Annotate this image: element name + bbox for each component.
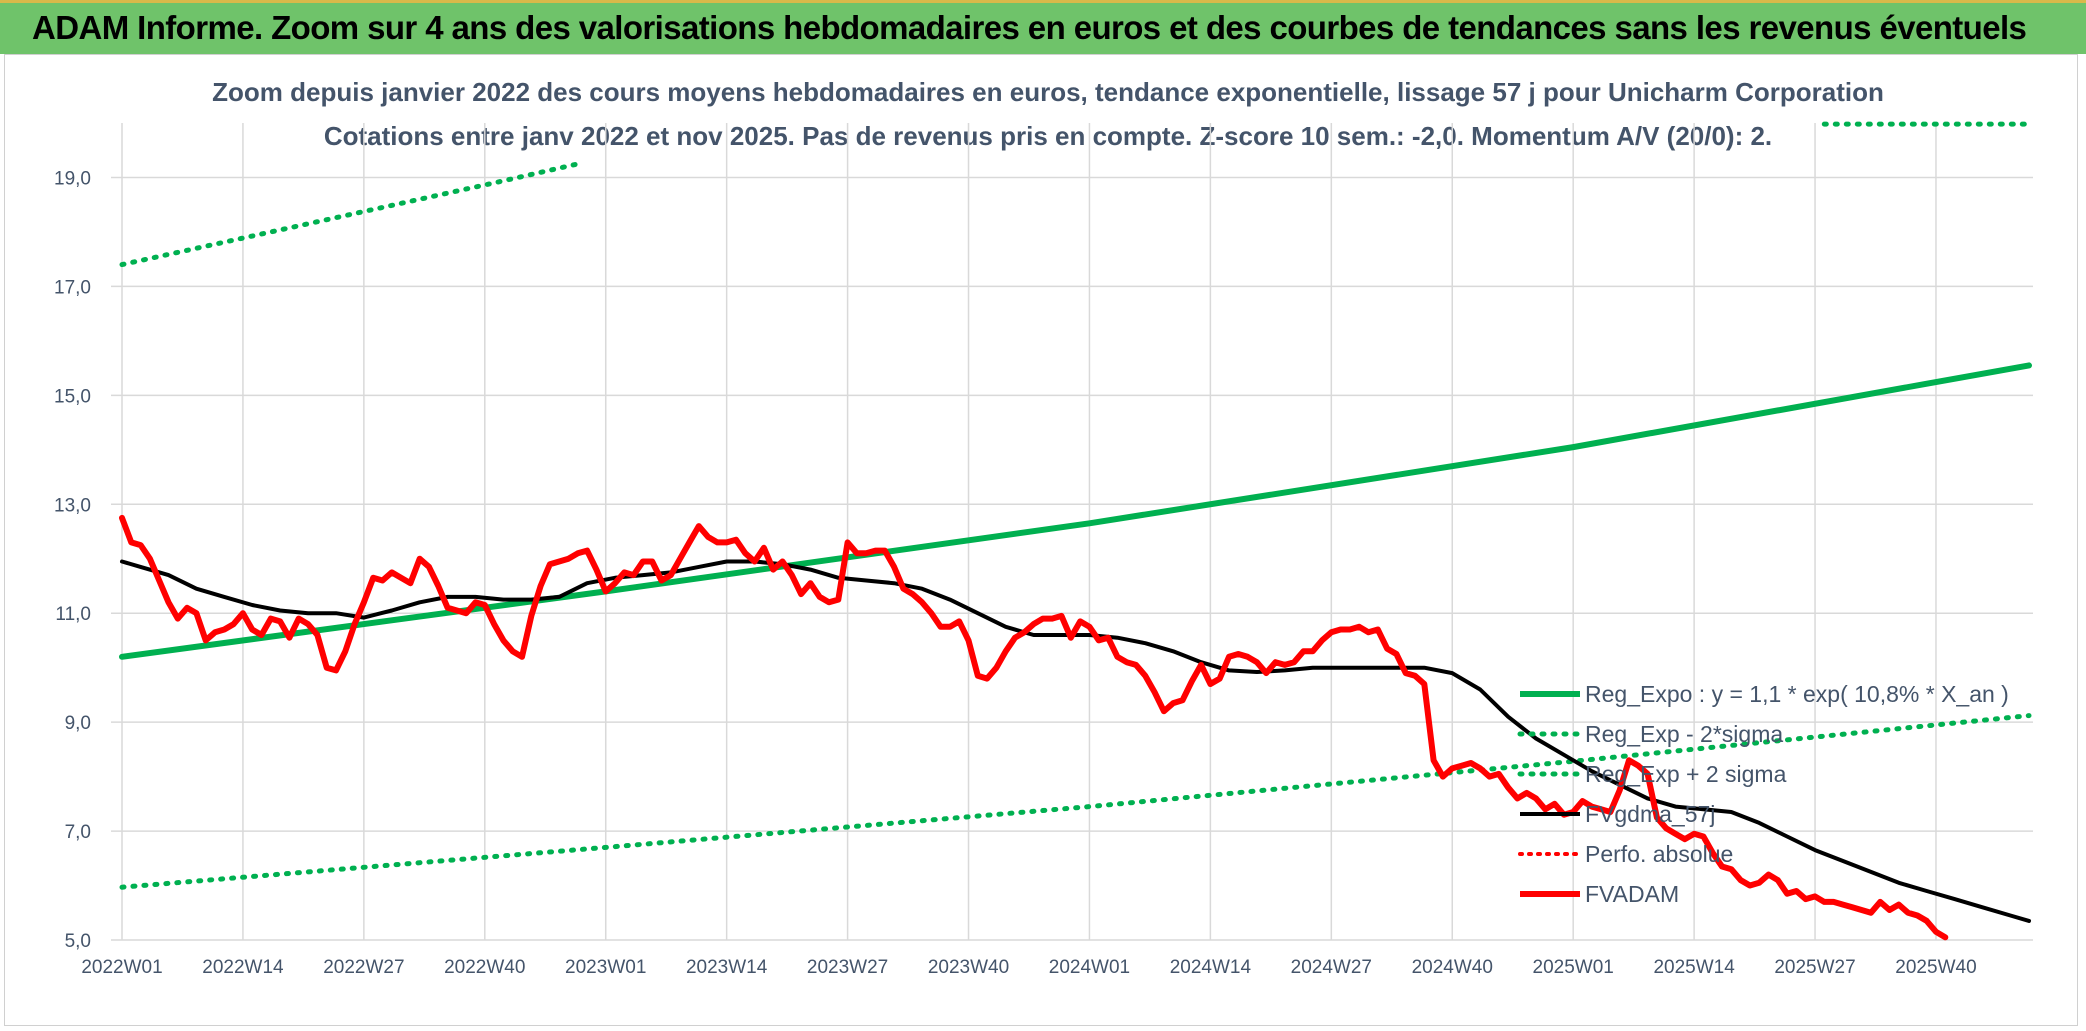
x-tick-label: 2023W14: [686, 957, 768, 978]
x-tick-label: 2025W14: [1653, 957, 1735, 978]
chart-subtitle: Cotations entre janv 2022 et nov 2025. P…: [324, 121, 1772, 151]
y-tick-label: 15,0: [54, 386, 91, 407]
legend: Reg_Expo : y = 1,1 * exp( 10,8% * X_an )…: [1517, 681, 2009, 907]
legend-label: Reg_Expo : y = 1,1 * exp( 10,8% * X_an ): [1585, 681, 2009, 707]
axis-labels: 5,0 7,0 9,0 11,0 13,0 15,0 17,0 19,0 2022W01 2022…: [54, 168, 1977, 978]
y-tick-label: 9,0: [65, 713, 91, 734]
legend-label: FVgdma_57j: [1585, 801, 1715, 827]
chart-area: Zoom depuis janvier 2022 des cours moyen…: [4, 54, 2078, 1026]
x-tick-label: 2024W14: [1170, 957, 1252, 978]
x-tick-label: 2024W40: [1412, 957, 1493, 978]
grid: [111, 123, 2033, 941]
x-tick-label: 2022W40: [444, 957, 525, 978]
y-tick-label: 13,0: [54, 495, 91, 516]
series-layer: [119, 121, 2032, 941]
x-tick-label: 2022W14: [202, 957, 284, 978]
x-tick-label: 2024W01: [1049, 957, 1130, 978]
x-tick-label: 2023W40: [928, 957, 1009, 978]
x-tick-label: 2023W01: [565, 957, 646, 978]
y-tick-label: 19,0: [54, 168, 91, 189]
x-tick-label: 2022W27: [323, 957, 404, 978]
x-tick-label: 2025W01: [1533, 957, 1614, 978]
chart-svg: Zoom depuis janvier 2022 des cours moyen…: [54, 77, 2033, 978]
legend-label: Reg_Exp + 2 sigma: [1585, 761, 1787, 787]
page-title: ADAM Informe. Zoom sur 4 ans des valoris…: [32, 9, 2027, 46]
header-banner: ADAM Informe. Zoom sur 4 ans des valoris…: [0, 0, 2086, 54]
x-tick-label: 2025W40: [1895, 957, 1976, 978]
x-tick-label: 2025W27: [1774, 957, 1855, 978]
series-line-reg-exp-2-sigma: [119, 161, 581, 268]
series-line-reg-expo-y-1-1-exp-10-8-x-an: [119, 362, 2032, 660]
chart-title: Zoom depuis janvier 2022 des cours moyen…: [212, 77, 1884, 107]
series-line-fvadam: [119, 514, 1949, 941]
x-tick-label: 2022W01: [81, 957, 162, 978]
x-tick-label: 2024W27: [1291, 957, 1372, 978]
legend-label: Perfo. absolue: [1585, 841, 1733, 867]
y-tick-label: 7,0: [65, 822, 91, 843]
legend-label: Reg_Exp - 2*sigma: [1585, 721, 1783, 747]
y-tick-label: 11,0: [55, 604, 91, 625]
y-tick-label: 17,0: [54, 277, 91, 298]
series-line-reg-exp-2-sigma: [119, 713, 2032, 890]
y-tick-label: 5,0: [65, 931, 91, 952]
x-tick-label: 2023W27: [807, 957, 888, 978]
legend-label: FVADAM: [1585, 881, 1679, 907]
